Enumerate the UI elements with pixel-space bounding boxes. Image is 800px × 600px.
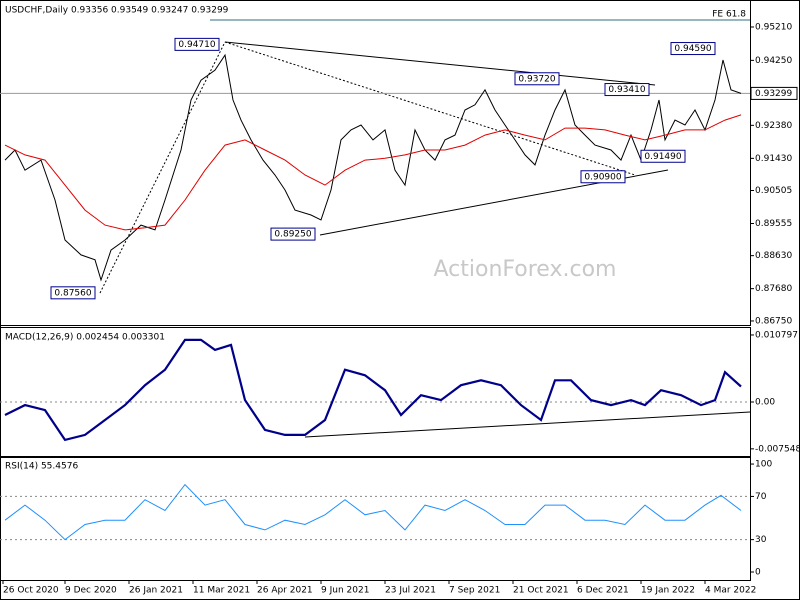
x-tick-label: 21 Oct 2021 — [513, 586, 569, 596]
price-label: 0.90900 — [584, 172, 621, 182]
y-tick-label: 0.88630 — [755, 251, 792, 261]
x-tick-label: 26 Jan 2021 — [129, 586, 183, 596]
y-tick-label: 0 — [755, 568, 761, 578]
macd-title: MACD(12,26,9) 0.002454 0.003301 — [5, 333, 165, 343]
series-line — [4, 114, 742, 231]
y-tick-label: 0.91430 — [755, 154, 792, 164]
x-tick-label: 26 Oct 2020 — [3, 586, 59, 596]
x-tick-label: 7 Sep 2021 — [449, 586, 500, 596]
y-tick-label: 0.95210 — [755, 22, 792, 32]
y-tick-label: 0.00 — [755, 397, 775, 407]
price-label-box — [50, 286, 96, 300]
y-tick-label: 30 — [755, 535, 767, 545]
price-label-box — [514, 72, 560, 86]
x-tick-label: 19 Jan 2022 — [641, 586, 695, 596]
x-tick-label: 9 Jun 2021 — [321, 586, 369, 596]
y-tick-label: 100 — [755, 460, 772, 470]
rsi-panel — [0, 457, 751, 581]
last-price-box — [750, 86, 798, 100]
y-tick-label: 0.90505 — [755, 186, 792, 196]
price-label: 0.93410 — [608, 85, 645, 95]
price-label: 0.87560 — [54, 288, 91, 298]
y-tick-label: 70 — [755, 492, 767, 502]
rsi-title: RSI(14) 55.4576 — [5, 462, 78, 472]
series-line — [4, 338, 742, 442]
price-label-box — [640, 149, 686, 163]
trendline — [224, 41, 656, 86]
macd-panel — [0, 327, 751, 457]
macd-trendline — [304, 411, 751, 438]
price-title: USDCHF,Daily 0.93356 0.93549 0.93247 0.9… — [5, 6, 229, 16]
y-tick-label: 0.87680 — [755, 284, 792, 294]
price-label-box — [270, 227, 316, 241]
price-label-box — [604, 83, 650, 97]
price-label-box — [670, 42, 716, 56]
price-panel — [0, 0, 751, 326]
x-tick-label: 6 Dec 2021 — [577, 586, 629, 596]
price-label: 0.91490 — [644, 152, 681, 162]
y-tick-label: 0.92380 — [755, 121, 792, 131]
y-tick-label: 0.86750 — [755, 316, 792, 326]
fe-label: FE 61.8 — [712, 10, 746, 20]
price-label: 0.93720 — [518, 74, 555, 84]
price-label-box — [580, 170, 626, 184]
price-label: 0.94710 — [178, 40, 215, 50]
last-price-label: 0.93299 — [755, 89, 792, 99]
price-label-box — [174, 37, 220, 51]
watermark: ActionForex.com — [434, 257, 617, 282]
y-tick-label: 0.010797 — [755, 330, 798, 340]
x-tick-label: 4 Mar 2022 — [705, 586, 756, 596]
x-tick-label: 9 Dec 2020 — [65, 586, 117, 596]
series-line — [4, 483, 742, 541]
y-tick-label: -0.007548 — [755, 444, 800, 454]
trendline — [99, 41, 226, 294]
price-label: 0.89250 — [274, 230, 311, 240]
x-tick-label: 26 Apr 2021 — [257, 586, 313, 596]
price-label: 0.94590 — [674, 44, 711, 54]
x-tick-label: 23 Jul 2021 — [385, 586, 436, 596]
y-tick-label: 0.89555 — [755, 219, 792, 229]
y-tick-label: 0.94250 — [755, 56, 792, 66]
x-tick-label: 11 Mar 2021 — [193, 586, 250, 596]
